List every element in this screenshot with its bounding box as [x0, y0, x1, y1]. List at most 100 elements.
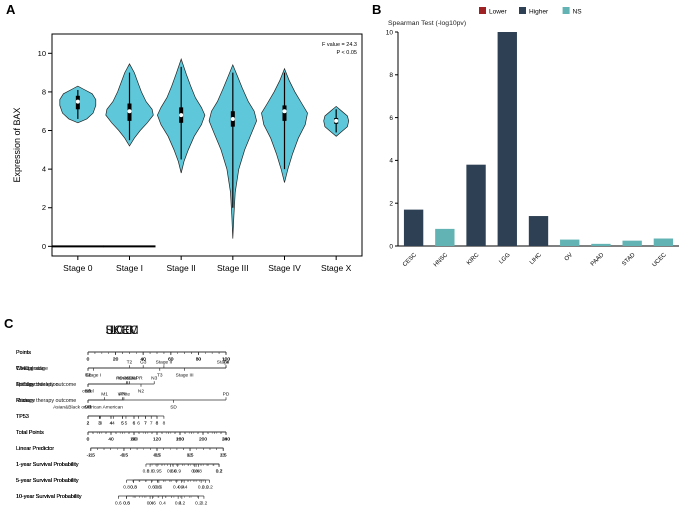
panel-a-label: A [6, 2, 16, 17]
tick-label: 20 [113, 357, 119, 363]
nomogram-row: Points 0 20 40 60 80 100 [16, 350, 230, 363]
nomogram-title: SKCM [105, 325, 138, 337]
bar-lgg [497, 32, 517, 246]
tick-label: 100 [222, 357, 230, 363]
tick-label: 0.2 [216, 469, 223, 475]
tick-label: 120 [153, 437, 161, 443]
tick-label: T4 [223, 360, 229, 366]
tick-label: N0 [85, 389, 91, 395]
tick-label: 2 [87, 421, 90, 427]
tick-label: 20 [113, 357, 119, 363]
tick-label: PD&SD&PR [116, 376, 143, 382]
tick-label: Asian&Black or African American [53, 405, 123, 411]
stat-annotation: F value = 24.3 [322, 42, 357, 48]
bar-stad [622, 240, 642, 246]
row-label: Total Points [16, 430, 44, 436]
tick-label: 0.5 [154, 453, 161, 459]
row-label: WHO grade [16, 366, 44, 372]
tick-label: 40 [141, 357, 147, 363]
nomogram-row: Race Asian&Black or African American White [16, 392, 130, 411]
median-dot [75, 99, 80, 104]
legend-label: Lower [489, 9, 508, 16]
row-label: 1p/19q codeletion [16, 382, 59, 388]
tick-label: 0.4 [173, 485, 180, 491]
tick-label: CR [85, 405, 92, 411]
tick-label: 120 [153, 437, 161, 443]
y-tick-label: 4 [42, 165, 46, 174]
row-label: TP53 [16, 414, 29, 420]
tick-label: 0.2 [202, 485, 209, 491]
nomogram-row: 1-year Survival Probability 0.8 0.6 0.4 0.2 [16, 462, 223, 475]
tick-label: 0.8 [195, 469, 202, 475]
row-label: TP53 [16, 414, 29, 420]
row-label: TP53 [16, 414, 29, 420]
violin-stage-x [323, 105, 350, 137]
x-tick-label: LGG [498, 252, 511, 265]
tick-label: 3 [99, 421, 102, 427]
tick-label: 2 [87, 421, 90, 427]
tick-label: T2 [127, 360, 133, 366]
tick-label: T3 [157, 373, 163, 379]
tick-label: 0.6 [170, 469, 177, 475]
tick-label: 0.6 [149, 501, 156, 507]
violin-stage-0 [51, 85, 104, 248]
tick-label: 6 [133, 421, 136, 427]
row-label: 5-year Survival Probability [16, 478, 79, 484]
tick-label: 3 [98, 421, 101, 427]
x-tick-label: OV [564, 252, 574, 262]
tick-label: 0.4 [175, 501, 182, 507]
nomogram-title: LGG [110, 325, 134, 337]
tick-label: 240 [222, 437, 230, 443]
y-tick-label: 8 [389, 72, 393, 79]
violin-stage-iii [208, 63, 257, 239]
tick-label: 2 [189, 453, 192, 459]
legend-swatch-lower [479, 7, 486, 14]
tick-label: 0.2 [206, 485, 213, 491]
tick-label: 60 [168, 357, 174, 363]
panel-c-label: C [4, 316, 14, 331]
tick-label: 0 [87, 357, 90, 363]
tick-label: 2 [87, 421, 90, 427]
y-tick-label: 10 [38, 49, 46, 58]
tick-label: 200 [176, 437, 184, 443]
tick-label: 8 [156, 421, 159, 427]
tick-label: 0.2 [201, 501, 208, 507]
tick-label: 60 [168, 357, 174, 363]
tick-label: 0.5 [187, 453, 194, 459]
row-label: Linear Predictor [16, 446, 54, 452]
tick-label: 4 [110, 421, 113, 427]
tick-label: 60 [168, 357, 174, 363]
x-tick-label: Stage I [116, 263, 143, 273]
tick-label: 0.4 [147, 501, 154, 507]
x-tick-label: Stage 0 [63, 263, 93, 273]
bar-ov [560, 239, 580, 246]
median-dot [127, 109, 132, 114]
violin-plot: 0 2 4 6 8 10 Expression of BAX Stage 0 Stage I St… [12, 33, 363, 273]
tick-label: 80 [196, 357, 202, 363]
y-axis-label: Expression of BAX [12, 107, 22, 182]
tick-label: 0.6 [156, 485, 163, 491]
tick-label: 0.2 [216, 469, 223, 475]
tick-label: 1.5 [220, 453, 227, 459]
tick-label: N3 [151, 376, 157, 382]
row-label: Total Points [16, 430, 44, 436]
row-label: Race [16, 398, 29, 404]
tick-label: 0.4 [159, 501, 166, 507]
y-tick-label: 0 [42, 242, 46, 251]
tick-label: -1.5 [87, 453, 96, 459]
tick-label: G3 [140, 360, 147, 366]
x-tick-label: Stage III [217, 263, 249, 273]
tick-label: 0.4 [178, 485, 185, 491]
x-tick-label: Stage II [167, 263, 196, 273]
tick-label: 6 [133, 421, 136, 427]
tick-label: SD [170, 405, 177, 411]
tick-label: G2 [85, 373, 92, 379]
tick-label: 0 [87, 357, 90, 363]
nomogram-row: Linear Predictor -1 0 1 2 3 [16, 446, 225, 459]
row-label: 10-year Survival Probability [16, 494, 82, 500]
tick-label: 1.5 [187, 453, 194, 459]
row-label: 10-year Survival Probability [16, 494, 82, 500]
tick-label: 8 [163, 421, 166, 427]
y-tick-label: 2 [389, 201, 393, 208]
